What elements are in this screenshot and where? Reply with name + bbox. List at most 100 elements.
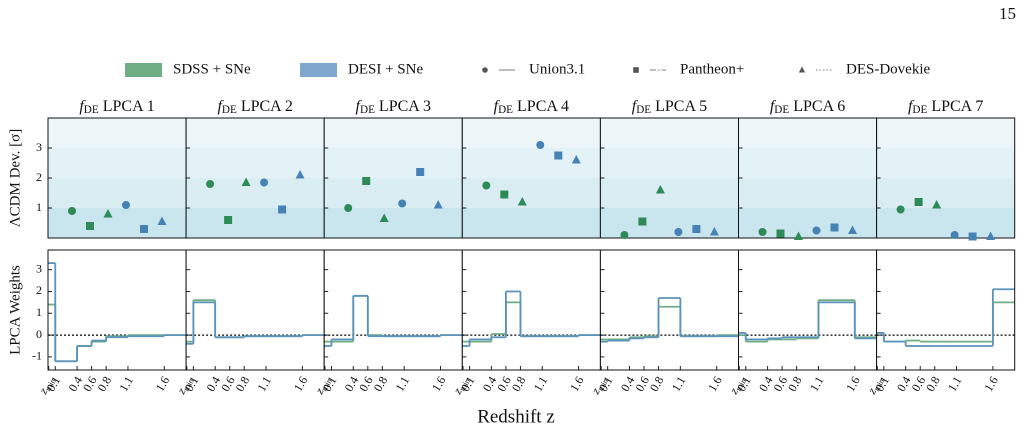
sigma-band [600,118,739,148]
data-point [794,231,803,240]
panel-title: fDE LPCA 2 [217,98,292,116]
x-tick-label: 0.1 [872,374,892,394]
x-tick-label: 0.1 [320,374,340,394]
data-point [968,232,977,241]
x-tick-label: 1.6 [567,374,587,394]
legend-swatch [300,63,337,77]
y-tick-label: 1 [36,200,42,214]
data-point [86,222,94,230]
data-point [674,228,683,236]
data-point [848,225,857,234]
panel-title: fDE LPCA 4 [494,98,569,116]
panel-bg [600,250,739,370]
data-point [655,185,665,194]
legend-marker [633,67,639,73]
data-point [344,204,353,212]
legend-marker [798,66,806,73]
sigma-band [876,118,1015,148]
legend-marker [482,67,488,73]
x-tick-label: 0.8 [233,374,253,394]
x-tick-label: 0.6 [909,374,929,394]
panel-bg [324,250,463,370]
panel-bg [738,250,877,370]
sigma-band [600,148,739,178]
x-tick-label: 0.4 [342,374,362,394]
page-number: 15 [999,4,1016,23]
data-point [692,225,701,233]
data-point [295,170,305,179]
x-tick-label: 1.1 [116,374,136,394]
sigma-band [324,208,463,238]
x-axis-label: Redshift z [477,406,555,427]
x-tick-label: 0.6 [218,374,238,394]
data-point [398,199,407,208]
x-tick-label: 0.8 [923,374,943,394]
x-tick-label: 0.4 [756,374,776,394]
y-tick-label: 3 [36,261,42,275]
panel-frame [876,249,1016,371]
data-point [986,231,996,240]
data-point [362,177,371,185]
x-tick-label: 0.4 [894,374,914,394]
legend-label: Pantheon+ [680,61,744,77]
data-point [830,223,839,232]
panel-frame [876,117,1016,239]
x-tick-label: 0.6 [356,374,376,394]
x-tick-label: 0.8 [785,374,805,394]
data-point [896,205,905,214]
x-tick-label: 0.4 [65,374,85,394]
sigma-band [324,148,463,178]
sigma-band [48,148,187,178]
x-tick-label: 1.1 [669,374,689,394]
sigma-band [186,148,325,178]
x-tick-label: 1.1 [254,374,274,394]
x-tick-label: 0.8 [647,374,667,394]
x-tick-label: 1.1 [945,374,965,394]
data-point [278,205,287,214]
x-tick-label: 0.4 [204,374,224,394]
data-point [433,200,443,209]
x-tick-label: 0.8 [509,374,529,394]
data-point [157,216,167,225]
panel-title: fDE LPCA 3 [356,98,431,116]
panel-title: fDE LPCA 5 [632,98,707,116]
panel-bg [876,250,1015,370]
data-point [758,228,767,236]
panel-title: fDE LPCA 1 [79,98,154,116]
sigma-band [186,118,325,148]
data-point [416,168,425,176]
sigma-band [738,178,877,208]
panel-bg [48,250,187,370]
sigma-band [324,178,463,208]
data-point [932,200,942,209]
data-point [482,181,491,190]
x-tick-label: 0.8 [371,374,391,394]
data-point [709,227,719,236]
data-point [620,231,629,239]
panel-title: fDE LPCA 7 [908,98,983,116]
sigma-band [876,148,1015,178]
data-point [68,207,76,215]
data-point [571,155,581,164]
sigma-band [462,178,601,208]
x-tick-label: 1.1 [807,374,827,394]
y-tick-label: 2 [36,170,42,184]
y-tick-label: 1 [36,305,42,319]
data-point [554,151,563,160]
y-tick-label: -1 [32,349,42,363]
x-tick-label: 0.1 [458,374,478,394]
y-tick-label: 3 [36,140,42,154]
legend-label: DESI + SNe [348,61,423,77]
x-tick-label: 1.1 [531,374,551,394]
data-point [206,180,215,188]
data-point [776,229,785,238]
sigma-band [876,208,1015,238]
x-tick-label: 0.8 [95,374,115,394]
sigma-band [48,178,187,208]
sigma-band [600,178,739,208]
x-tick-label: 1.6 [981,374,1001,394]
x-tick-label: 0.4 [480,374,500,394]
panel-title: fDE LPCA 6 [770,98,845,116]
x-tick-label: 0.4 [618,374,638,394]
data-point [224,216,233,224]
